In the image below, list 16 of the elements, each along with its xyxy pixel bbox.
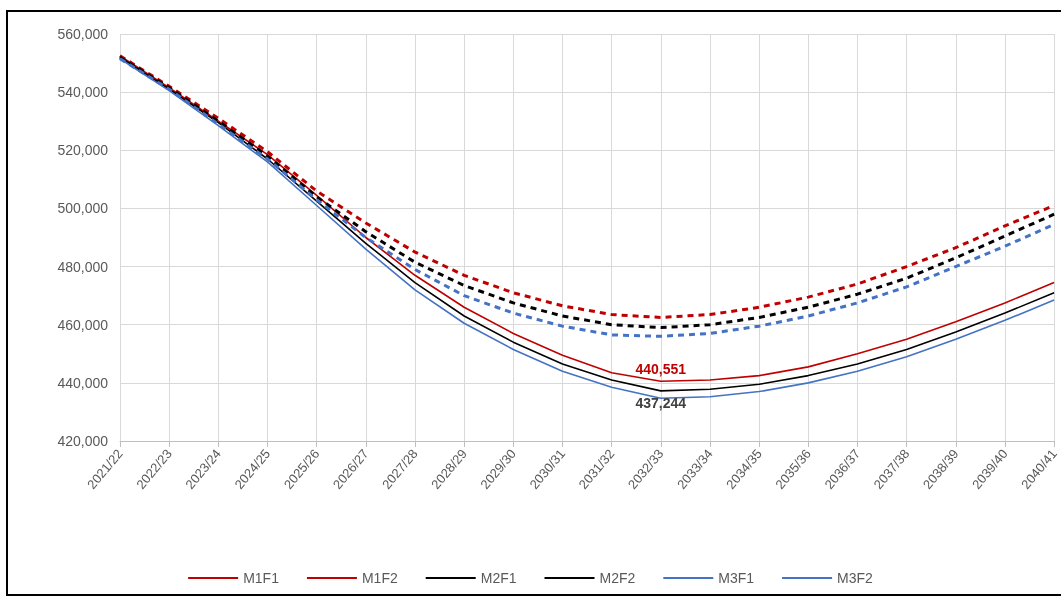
y-tick-label: 560,000: [57, 26, 109, 42]
data-label: 440,551: [635, 361, 687, 378]
y-tick-label: 420,000: [57, 433, 109, 449]
legend-label: M3F2: [837, 570, 874, 586]
legend-label: M1F1: [243, 570, 280, 586]
legend-label: M3F1: [718, 570, 755, 586]
y-tick-label: 520,000: [57, 142, 109, 159]
data-label: 437,244: [635, 394, 687, 411]
legend-label: M1F2: [361, 570, 398, 586]
y-tick-label: 540,000: [57, 84, 109, 101]
y-tick-label: 440,000: [57, 374, 109, 391]
y-tick-label: 500,000: [57, 200, 109, 217]
y-tick-label: 480,000: [57, 258, 109, 275]
y-tick-label: 460,000: [57, 316, 109, 333]
legend-label: M2F2: [599, 570, 636, 586]
legend-label: M2F1: [480, 570, 517, 586]
